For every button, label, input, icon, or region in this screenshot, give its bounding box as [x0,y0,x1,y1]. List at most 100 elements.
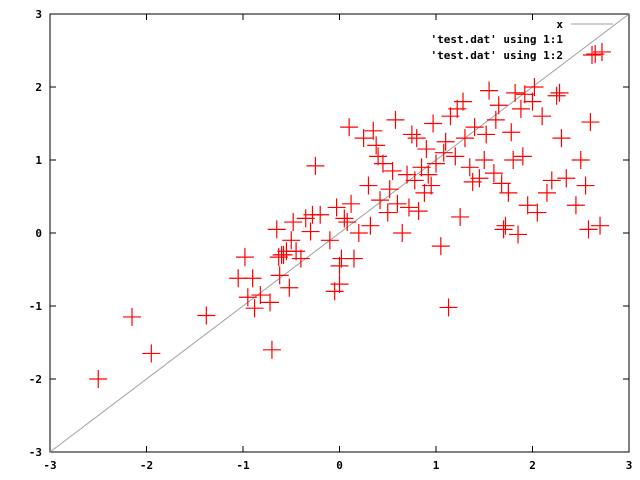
data-point [460,158,479,177]
data-point [354,129,373,148]
data-point [142,344,161,363]
data-point [592,42,611,61]
data-point [402,125,421,144]
data-point [361,216,380,235]
axis-ticks: -3 -2 -1 0 1 2 3 -3 -2 -1 0 1 2 3 [29,8,633,472]
data-point [344,249,363,268]
data-point [547,86,566,105]
x-tick-label: -2 [140,459,153,472]
data-point [513,147,532,166]
x-tick-label: -1 [236,459,250,472]
legend-marker-series-2 [583,46,601,64]
data-point [284,213,303,232]
x-tick-label: 3 [626,459,633,472]
data-point [335,209,354,228]
data-point [523,92,542,111]
data-point [422,176,441,195]
data-point [439,298,458,317]
data-point [388,194,407,213]
data-point [552,129,571,148]
data-point [261,293,280,312]
data-point [494,220,513,239]
data-point [502,123,521,142]
x-tick-label: -3 [43,459,56,472]
data-point [496,216,515,235]
data-point [463,172,482,191]
data-point [424,114,443,133]
data-point [383,161,402,180]
data-point [417,140,436,159]
data-point [373,154,392,173]
data-point [399,198,418,217]
x-tick-label: 2 [529,459,536,472]
data-point [484,164,503,183]
data-point [475,151,494,169]
legend: x 'test.dat' using 1:1 'test.dat' using … [431,18,613,64]
data-point [405,171,424,190]
y-tick-label: 3 [35,8,42,21]
data-point [282,231,301,250]
legend-label-series-1: 'test.dat' using 1:1 [431,33,564,46]
data-point [327,198,346,217]
data-point [378,203,397,222]
x-tick-label: 1 [433,459,440,472]
data-point [427,154,445,173]
data-point [525,78,544,96]
data-point [325,282,344,301]
data-point [455,129,474,148]
data-point [431,237,450,256]
data-point [238,288,257,307]
data-point [533,107,552,126]
data-point [245,299,264,318]
data-point [477,125,496,144]
data-point [89,370,108,388]
data-point [419,165,438,184]
data-point [511,99,530,118]
data-point [434,143,453,162]
data-point [371,191,390,210]
data-point [301,222,320,241]
y-tick-label: 0 [35,227,42,240]
data-point [291,249,310,268]
data-point [480,81,499,100]
data-point [393,224,412,242]
data-point [367,136,386,155]
data-point [518,196,537,215]
data-point [364,121,383,140]
x-tick-label: 0 [336,459,343,472]
data-point [586,45,605,64]
data-point [506,83,525,102]
data-point [359,176,378,195]
data-point [591,216,610,235]
data-point [407,129,426,148]
data-point [579,220,598,239]
data-point [287,242,306,261]
y-tick-label: 2 [35,81,42,94]
data-point [262,340,281,359]
data-point [412,158,431,177]
data-point [415,183,434,202]
data-point [270,266,289,285]
data-point [349,224,368,242]
y-tick-label: -2 [29,373,42,386]
data-point [197,306,216,325]
data-point [311,205,330,224]
data-point [306,156,325,175]
data-point [486,110,505,129]
data-point [504,151,523,169]
data-point [320,231,339,250]
y-tick-label: -3 [29,446,42,459]
data-point [235,248,254,267]
y-tick-label: 1 [35,154,42,167]
data-point [338,213,357,232]
data-point [470,169,489,188]
legend-label-series-2: 'test.dat' using 1:2 [431,49,563,62]
legend-marker-plus [583,46,601,64]
data-point [380,180,399,199]
data-point [296,209,315,228]
y-tick-label: -1 [29,300,43,313]
data-point [436,132,455,151]
data-point [537,183,556,202]
data-point [243,269,262,288]
